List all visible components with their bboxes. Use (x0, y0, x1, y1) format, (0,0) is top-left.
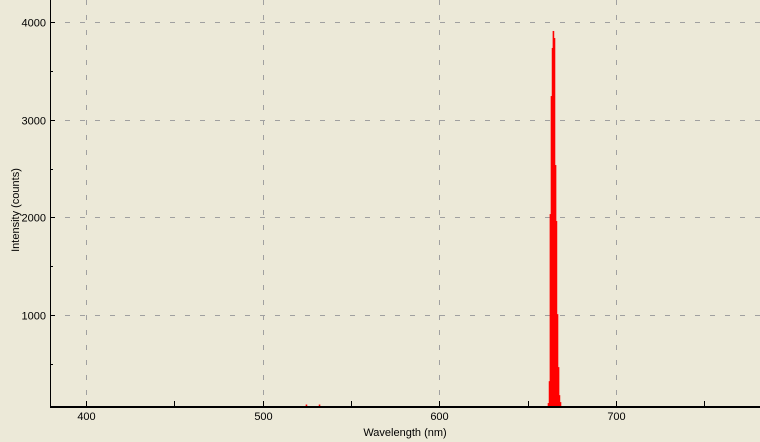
x-tick-label: 500 (254, 411, 272, 423)
spectrum-bar (548, 381, 551, 406)
spectrum-bar (553, 38, 556, 406)
ticks: 400 500 600 700 1000 2000 3000 4000 (22, 18, 705, 423)
spectrum-bar (551, 47, 554, 406)
spectrum-bar (556, 314, 559, 406)
spectrum-bar (552, 30, 555, 406)
y-tick-label: 4000 (22, 18, 46, 30)
spectrum-bar (305, 404, 308, 406)
spectrum-bar (558, 395, 561, 406)
x-tick-label: 700 (607, 411, 625, 423)
spectrum-bar (547, 403, 550, 406)
spectrum-bar (554, 165, 557, 406)
y-axis-title: Intensity (counts) (10, 168, 22, 252)
x-tick-label: 400 (77, 411, 95, 423)
bars (305, 30, 562, 407)
x-tick-label: 600 (430, 411, 448, 423)
spectrum-bar (549, 214, 552, 406)
spectrum-bar (557, 367, 560, 406)
spectrum-bar (555, 221, 558, 406)
spectrum-bar (550, 96, 553, 407)
x-axis-title: Wavelength (nm) (363, 427, 446, 439)
spectrum-bar (318, 404, 321, 406)
y-tick-label: 2000 (22, 213, 46, 225)
y-tick-label: 1000 (22, 311, 46, 323)
grid (50, 0, 760, 406)
y-tick-label: 3000 (22, 116, 46, 128)
spectrum-bar (559, 402, 562, 406)
